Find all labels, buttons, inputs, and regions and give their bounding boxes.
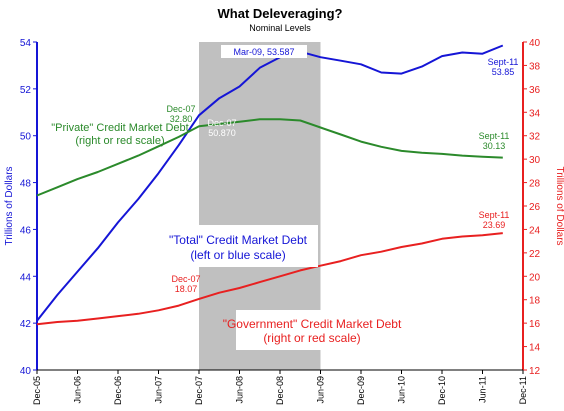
data-label: 53.85 [492,67,515,77]
x-tick-label: Dec-07 [194,376,204,405]
x-tick-label: Jun-06 [73,376,83,404]
series-line-2 [36,232,503,326]
x-tick-label: Jun-07 [154,376,164,404]
data-label: Sept-11 [479,131,510,141]
y-left-axis-label: Trillions of Dollars [4,166,15,245]
data-label: 30.13 [483,141,506,151]
data-labels-layer: "Private" Credit Market Debt(right or re… [51,45,518,350]
data-label: Dec-07 [171,274,200,284]
x-tick-label: Jun-08 [235,376,245,404]
y-right-tick-label: 24 [529,225,541,236]
axes-layer: 40 42 44 46 48 50 52 54 12 14 16 18 20 22 24 26 28 30 32 34… [20,38,541,405]
y-right-tick-label: 26 [529,202,541,213]
x-tick-label: Dec-10 [437,376,447,405]
x-tick-label: Dec-11 [518,376,528,404]
chart-title: What Deleveraging? [218,6,343,21]
annotation-label: (right or red scale) [75,135,164,147]
y-right-tick-label: 28 [529,179,541,190]
series-line-0 [36,44,504,322]
y-right-axis-label: Trillions of Dollars [554,166,564,245]
y-right-tick-label: 40 [529,38,541,49]
data-label: Dec-07 [166,104,195,114]
annotation-label: "Total" Credit Market Debt [169,233,308,247]
data-label: Mar-09, 53.587 [233,47,294,57]
data-label: Sept-11 [479,210,510,220]
y-right-tick-label: 14 [529,343,541,354]
annotation-label: "Private" Credit Market Debt [51,122,188,134]
annotation-label: (right or red scale) [263,331,360,345]
data-label: 23.69 [483,220,506,230]
y-right-tick-label: 36 [529,85,541,96]
data-label: Dec-07 [207,118,236,128]
chart-subtitle: Nominal Levels [249,23,311,33]
y-right-tick-label: 16 [529,319,541,330]
data-label: Sept-11 [488,57,519,67]
annotation-label: "Government" Credit Market Debt [223,317,402,331]
annotation-box [236,310,388,350]
data-label-box [221,45,307,58]
data-label: 50.870 [208,128,236,138]
x-tick-label: Dec-08 [275,376,285,405]
data-label: 32.80 [170,114,193,124]
y-left-tick-label: 50 [20,132,32,143]
y-left-tick-label: 48 [20,179,32,190]
y-right-tick-label: 18 [529,296,541,307]
annotation-label: (left or blue scale) [190,248,285,262]
y-right-tick-label: 34 [529,108,541,119]
annotation-box [155,225,318,267]
y-left-tick-label: 54 [20,38,32,49]
y-left-tick-label: 44 [20,272,32,283]
y-right-tick-label: 22 [529,249,541,260]
y-left-tick-label: 46 [20,225,32,236]
x-tick-label: Jun-09 [316,376,326,404]
x-tick-label: Dec-06 [113,376,123,405]
series-layer [36,44,504,326]
x-tick-label: Dec-09 [356,376,366,405]
x-tick-label: Jun-10 [397,376,407,404]
y-right-tick-label: 12 [529,366,541,377]
y-right-tick-label: 20 [529,272,541,283]
y-right-tick-label: 30 [529,155,541,166]
x-tick-label: Dec-05 [32,376,42,405]
series-line-1 [36,118,503,197]
y-left-tick-label: 42 [20,319,32,330]
y-left-tick-label: 40 [20,366,32,377]
y-left-tick-label: 52 [20,85,32,96]
y-right-tick-label: 32 [529,132,541,143]
x-tick-label: Jun-11 [478,376,488,403]
data-label: 18.07 [175,284,198,294]
y-right-tick-label: 38 [529,61,541,72]
